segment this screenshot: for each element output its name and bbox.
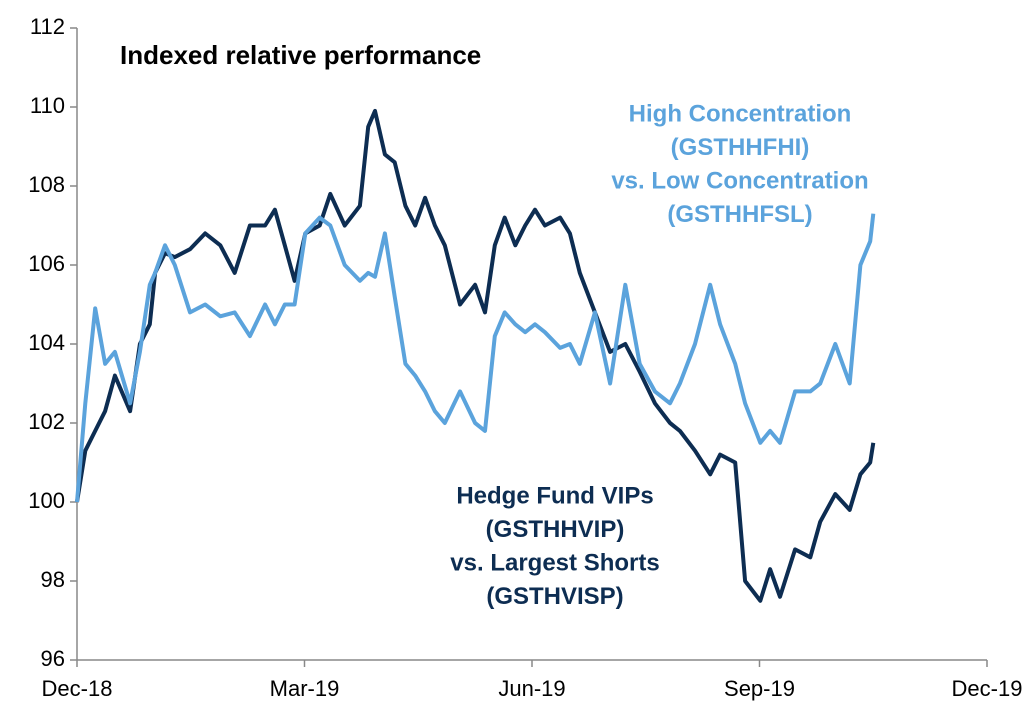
- series-annotation: vs. Largest Shorts: [450, 549, 659, 576]
- series-annotation: (GSTHHFHI): [671, 134, 810, 161]
- chart-title: Indexed relative performance: [120, 40, 481, 70]
- series-annotation: (GSTHHFSL): [667, 201, 812, 228]
- y-tick-label: 96: [41, 646, 65, 671]
- y-tick-label: 104: [28, 330, 65, 355]
- series-annotation: High Concentration: [629, 100, 852, 127]
- x-tick-label: Jun-19: [498, 676, 565, 701]
- x-tick-label: Mar-19: [270, 676, 340, 701]
- x-tick-label: Sep-19: [724, 676, 795, 701]
- series-annotation: vs. Low Concentration: [611, 167, 868, 194]
- y-tick-label: 98: [41, 567, 65, 592]
- y-tick-label: 108: [28, 172, 65, 197]
- series-line: [75, 108, 876, 603]
- y-tick-label: 102: [28, 409, 65, 434]
- series-annotation: Hedge Fund VIPs: [456, 482, 653, 509]
- series-line: [75, 213, 876, 503]
- series-annotation: (GSTHHVIP): [486, 516, 625, 543]
- y-tick-label: 100: [28, 488, 65, 513]
- y-tick-label: 110: [30, 93, 65, 118]
- y-tick-label: 106: [28, 251, 65, 276]
- x-tick-label: Dec-18: [42, 676, 113, 701]
- series-annotation: (GSTHVISP): [486, 583, 623, 610]
- x-tick-label: Dec-19: [952, 676, 1023, 701]
- y-tick-label: 112: [30, 14, 65, 39]
